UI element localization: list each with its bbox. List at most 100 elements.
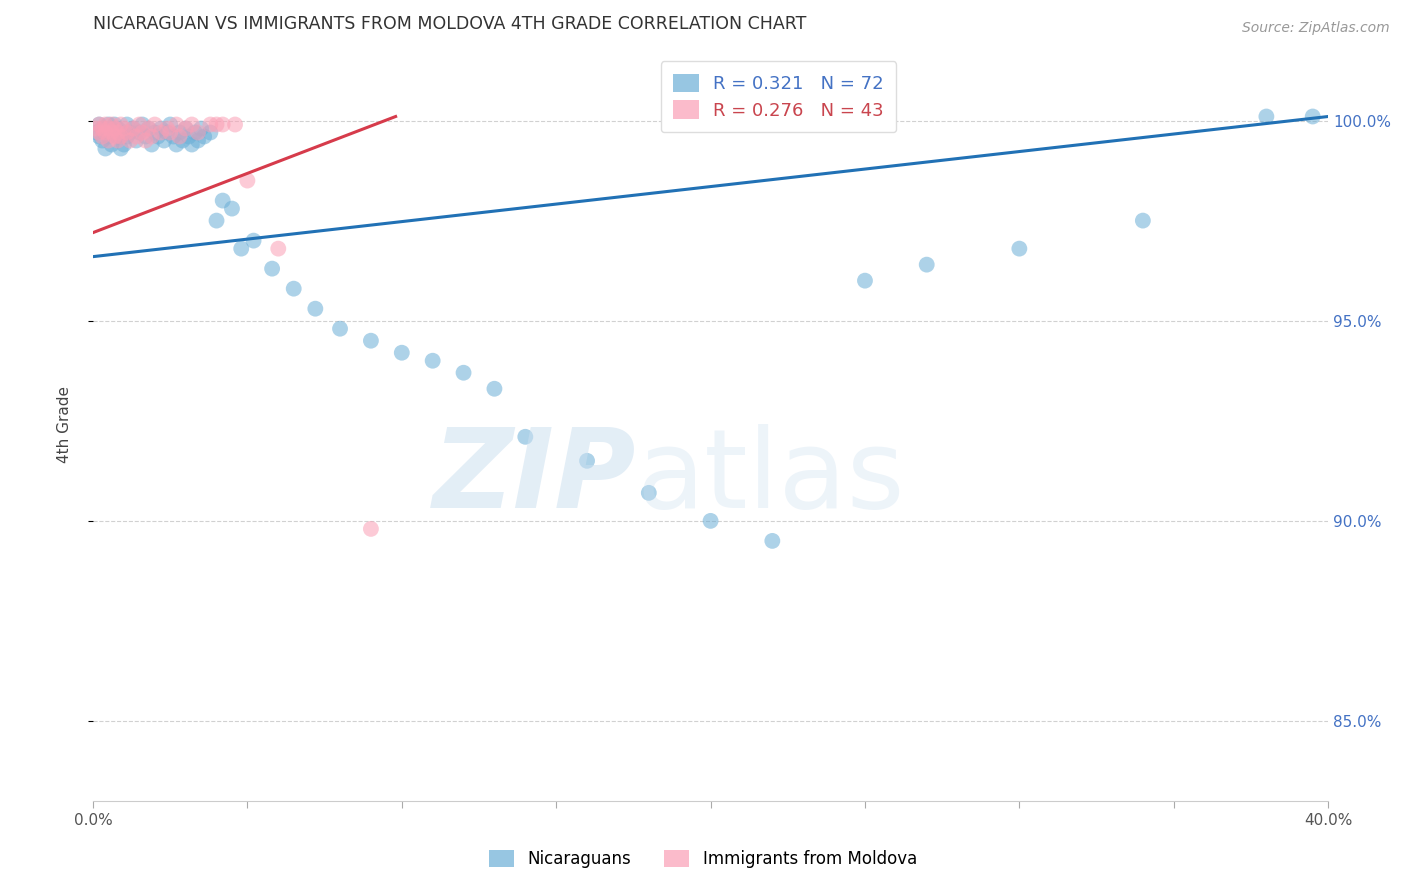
Point: [84, 121, 107, 136]
Point: [94, 126, 117, 140]
Point: [104, 121, 127, 136]
Point: [125, 129, 148, 144]
Point: [100, 121, 122, 136]
Point: [221, 202, 243, 216]
Point: [131, 126, 153, 140]
Point: [169, 129, 191, 144]
Point: [224, 118, 246, 132]
Point: [853, 274, 876, 288]
Text: atlas: atlas: [637, 424, 905, 531]
Point: [484, 382, 506, 396]
Point: [112, 121, 135, 136]
Point: [159, 126, 181, 140]
Point: [149, 121, 172, 136]
Point: [131, 118, 153, 132]
Point: [138, 121, 160, 136]
Point: [205, 213, 228, 227]
Point: [107, 121, 129, 136]
Point: [156, 121, 179, 136]
Point: [122, 121, 145, 136]
Point: [128, 126, 150, 140]
Point: [699, 514, 721, 528]
Point: [162, 129, 184, 144]
Point: [100, 118, 122, 132]
Point: [115, 129, 138, 144]
Point: [110, 129, 132, 144]
Point: [231, 242, 253, 256]
Point: [97, 121, 120, 136]
Point: [141, 137, 163, 152]
Point: [576, 454, 599, 468]
Point: [761, 533, 783, 548]
Point: [159, 118, 181, 132]
Point: [1302, 110, 1324, 124]
Point: [236, 173, 259, 187]
Point: [205, 118, 228, 132]
Legend: Nicaraguans, Immigrants from Moldova: Nicaraguans, Immigrants from Moldova: [481, 842, 925, 877]
Point: [91, 134, 114, 148]
Point: [262, 261, 284, 276]
Point: [143, 126, 166, 140]
Point: [97, 129, 120, 144]
Point: [141, 129, 163, 144]
Point: [637, 486, 659, 500]
Point: [156, 126, 179, 140]
Point: [187, 134, 209, 148]
Point: [165, 137, 187, 152]
Point: [515, 430, 537, 444]
Point: [91, 129, 114, 144]
Point: [174, 121, 197, 136]
Point: [94, 126, 117, 140]
Point: [94, 118, 117, 132]
Point: [91, 121, 114, 136]
Point: [94, 142, 117, 156]
Point: [360, 522, 382, 536]
Point: [107, 126, 129, 140]
Point: [122, 121, 145, 136]
Point: [120, 134, 142, 148]
Point: [283, 282, 305, 296]
Point: [242, 234, 264, 248]
Y-axis label: 4th Grade: 4th Grade: [58, 386, 72, 463]
Point: [134, 134, 156, 148]
Point: [267, 242, 290, 256]
Point: [100, 126, 122, 140]
Point: [391, 345, 413, 359]
Text: ZIP: ZIP: [433, 424, 637, 531]
Point: [143, 118, 166, 132]
Point: [115, 118, 138, 132]
Point: [187, 126, 209, 140]
Point: [107, 129, 129, 144]
Point: [190, 121, 212, 136]
Point: [172, 134, 194, 148]
Point: [84, 126, 107, 140]
Point: [97, 134, 120, 148]
Point: [125, 134, 148, 148]
Point: [110, 118, 132, 132]
Point: [174, 121, 197, 136]
Point: [112, 126, 135, 140]
Point: [146, 129, 169, 144]
Point: [329, 321, 352, 335]
Point: [915, 258, 938, 272]
Point: [89, 126, 111, 140]
Point: [165, 118, 187, 132]
Point: [138, 121, 160, 136]
Point: [89, 129, 111, 144]
Point: [1132, 213, 1154, 227]
Legend: R = 0.321   N = 72, R = 0.276   N = 43: R = 0.321 N = 72, R = 0.276 N = 43: [661, 62, 896, 132]
Point: [180, 137, 202, 152]
Point: [110, 129, 132, 144]
Point: [184, 126, 207, 140]
Point: [134, 129, 156, 144]
Point: [120, 126, 142, 140]
Point: [200, 118, 222, 132]
Point: [112, 137, 135, 152]
Point: [89, 118, 111, 132]
Text: Source: ZipAtlas.com: Source: ZipAtlas.com: [1241, 21, 1389, 35]
Point: [153, 134, 176, 148]
Point: [211, 194, 233, 208]
Point: [100, 137, 122, 152]
Point: [169, 126, 191, 140]
Point: [1008, 242, 1031, 256]
